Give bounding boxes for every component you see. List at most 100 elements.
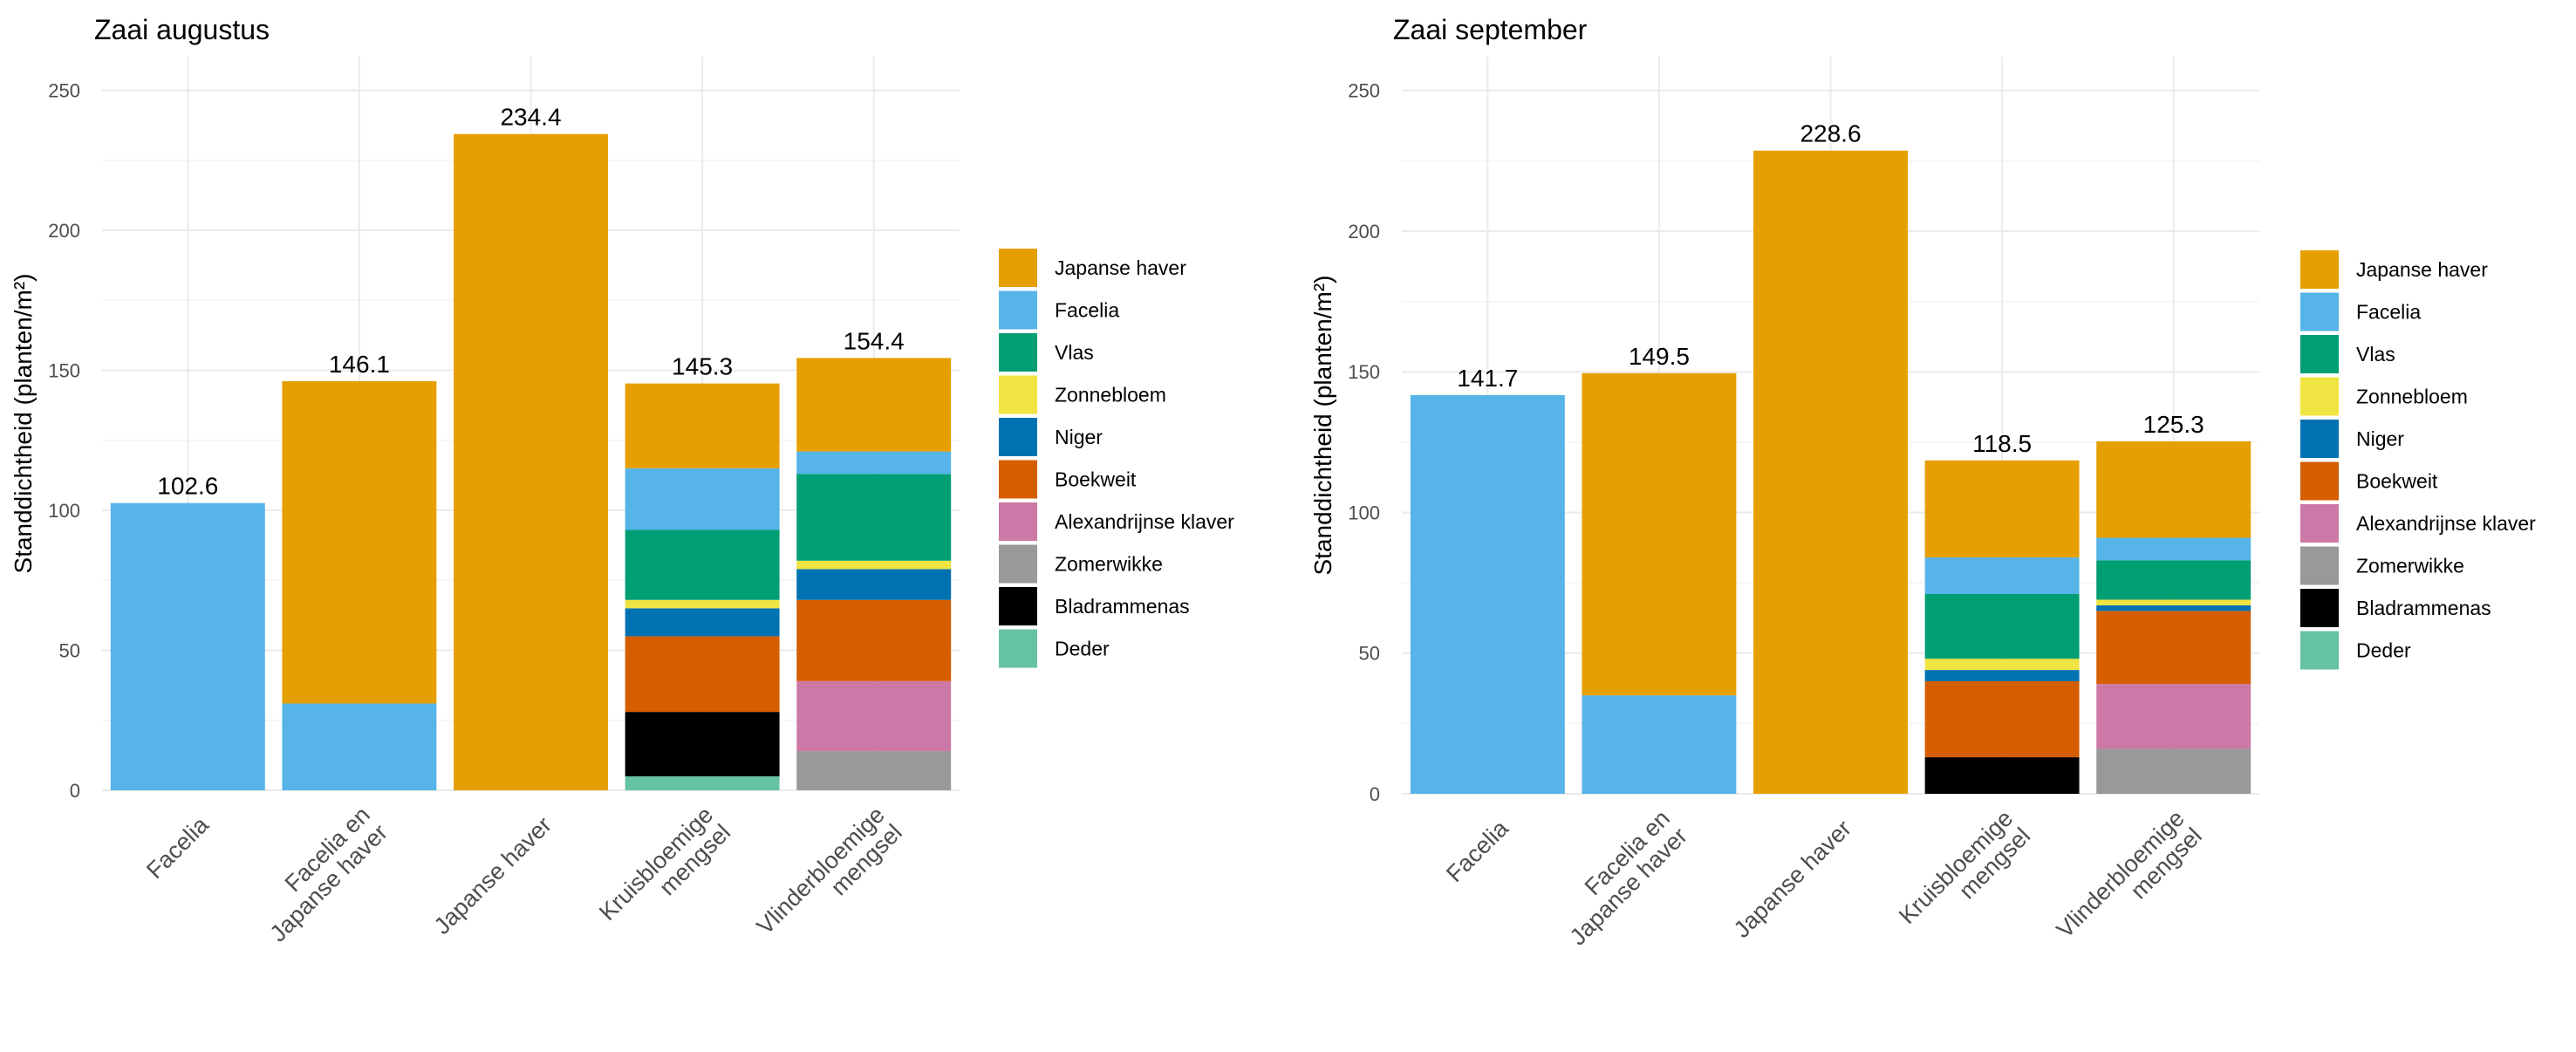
legend-label: Vlas	[1055, 341, 1094, 364]
legend-swatch	[2300, 250, 2339, 289]
legend-swatch	[999, 333, 1037, 372]
x-tick-label: Facelia enJapanse haver	[1548, 805, 1693, 951]
legend-swatch	[999, 249, 1037, 287]
chart-title: Zaai september	[1393, 14, 1588, 45]
bar-segment	[2096, 599, 2251, 605]
bar-segment	[625, 529, 780, 600]
chart-panel-september: Zaai september 0 50 100 150 200 250 Standdichth…	[1309, 14, 2536, 960]
legend-swatch	[999, 460, 1037, 499]
bar-segment	[1924, 460, 2080, 558]
bar-total-label: 149.5	[1629, 343, 1690, 370]
bar-segment	[1582, 372, 1737, 696]
chart-title: Zaai augustus	[94, 14, 270, 45]
bar-segment	[454, 133, 608, 791]
legend-label: Niger	[1055, 426, 1103, 448]
y-tick-label: 200	[1348, 221, 1380, 243]
bar-total-label: 146.1	[329, 351, 390, 378]
y-axis-label: Standdichtheid (planten/m²)	[1309, 276, 1336, 576]
bar-segment	[1924, 670, 2080, 681]
x-tick-label: Vlinderbloemigemengsel	[2052, 805, 2207, 960]
legend-label: Zonnebloem	[2356, 386, 2468, 408]
legend-label: Facelia	[2356, 301, 2421, 324]
bar-total-label: 125.3	[2143, 411, 2204, 438]
bar-segment	[110, 502, 265, 790]
legend-swatch	[2300, 420, 2339, 458]
legend-label: Bladrammenas	[2356, 597, 2491, 619]
bar-segment	[2096, 537, 2251, 561]
bar-segment	[282, 381, 437, 704]
bar-segment	[1582, 695, 1737, 794]
x-tick-label: Kruisbloemigemengsel	[1894, 805, 2035, 946]
legend-swatch	[2300, 335, 2339, 373]
legend-swatch	[999, 544, 1037, 584]
legend-label: Bladrammenas	[1055, 595, 1190, 618]
bar-total-label: 141.7	[1457, 365, 1518, 392]
bar-segment	[625, 383, 780, 468]
x-tick-label: Japanse haver	[1729, 815, 1856, 942]
legend-label: Alexandrijnse klaver	[1055, 510, 1234, 533]
legend-label: Deder	[1055, 638, 1110, 660]
bar-total-label: 234.4	[500, 104, 561, 131]
bar-segment	[2096, 560, 2251, 600]
legend-swatch	[2300, 589, 2339, 627]
y-tick-label: 250	[48, 80, 80, 102]
legend: Japanse haver Facelia Vlas Zonnebloem Niger B…	[999, 249, 1234, 668]
legend-label: Japanse haver	[2356, 258, 2488, 281]
y-tick-label: 0	[70, 780, 80, 802]
bar-total-label: 118.5	[1972, 430, 2032, 457]
bar-segment	[796, 751, 952, 790]
x-tick-line: Japanse haver	[1729, 815, 1856, 942]
bar-segment	[282, 703, 437, 790]
legend-label: Alexandrijnse klaver	[2356, 512, 2536, 535]
bar-segment	[625, 712, 780, 776]
legend-swatch	[999, 375, 1037, 414]
legend: Japanse haver Facelia Vlas Zonnebloem Niger B…	[2300, 250, 2536, 670]
y-tick-label: 0	[1370, 783, 1380, 805]
y-tick-label: 200	[48, 220, 80, 242]
bar-segment	[1924, 680, 2080, 758]
bar-segment	[796, 599, 952, 681]
bar-segment	[796, 451, 952, 475]
x-tick-line: Facelia	[1441, 815, 1513, 887]
legend-label: Niger	[2356, 427, 2404, 450]
y-tick-label: 250	[1348, 80, 1380, 102]
legend-swatch	[999, 587, 1037, 625]
bar-segment	[796, 358, 952, 452]
bar-segment	[1410, 394, 1565, 794]
legend-label: Vlas	[2356, 343, 2395, 365]
legend-swatch	[2300, 546, 2339, 585]
x-tick-label: Kruisbloemigemengsel	[594, 802, 735, 943]
x-tick-line: Facelia	[141, 811, 214, 884]
bar-total-label: 145.3	[672, 353, 733, 380]
x-tick-label: Facelia enJapanse haver	[248, 802, 393, 947]
x-tick-label: Japanse haver	[429, 811, 557, 939]
legend-swatch	[2300, 504, 2339, 543]
x-tick-label: Facelia	[141, 811, 214, 884]
x-tick-label: Vlinderbloemigemengsel	[752, 802, 907, 957]
bar-segment	[1924, 757, 2080, 794]
y-axis-label: Standdichtheid (planten/m²)	[10, 274, 37, 574]
bar-total-label: 154.4	[844, 327, 905, 354]
x-tick-label: Facelia	[1441, 815, 1513, 887]
legend-label: Japanse haver	[1055, 256, 1186, 279]
y-tick-label: 150	[1348, 361, 1380, 383]
legend-swatch	[2300, 631, 2339, 670]
bar-segment	[796, 560, 952, 570]
legend-swatch	[2300, 461, 2339, 501]
bar-segment	[1924, 594, 2080, 659]
bar-segment	[1924, 659, 2080, 671]
legend-swatch	[2300, 377, 2339, 416]
legend-label: Boekweit	[1055, 468, 1137, 491]
legend-label: Deder	[2356, 639, 2411, 662]
x-tick-line: Japanse haver	[429, 811, 557, 939]
bar-total-label: 102.6	[157, 473, 218, 500]
bar-total-label: 228.6	[1800, 120, 1861, 147]
bar-segment	[796, 569, 952, 600]
legend-label: Facelia	[1055, 299, 1119, 322]
bar-segment	[625, 636, 780, 713]
y-tick-label: 50	[59, 640, 80, 662]
legend-label: Boekweit	[2356, 470, 2438, 493]
legend-swatch	[999, 290, 1037, 330]
bar-segment	[1924, 557, 2080, 595]
legend-label: Zomerwikke	[2356, 555, 2464, 577]
